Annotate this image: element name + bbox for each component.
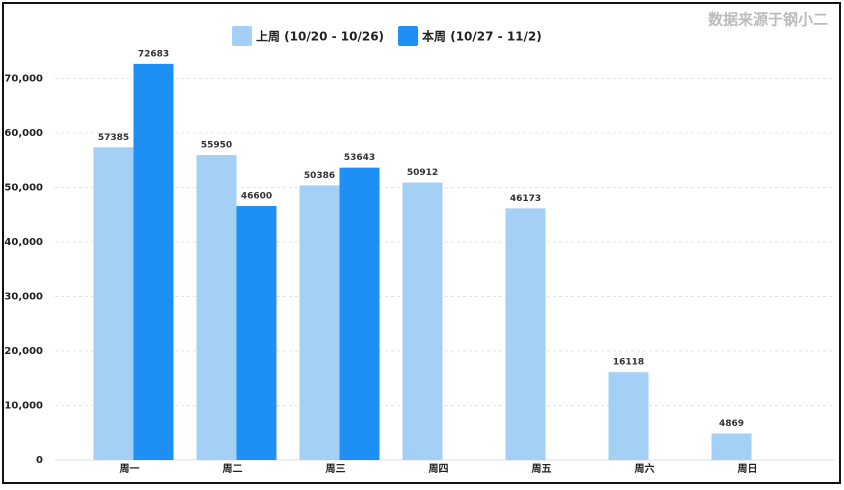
bar <box>402 182 443 460</box>
value-label: 53643 <box>344 153 375 163</box>
bar <box>196 155 237 460</box>
x-tick-label: 周六 <box>635 462 655 475</box>
value-label: 46600 <box>241 192 272 202</box>
value-label: 55950 <box>201 141 232 151</box>
legend-label: 上周 (10/20 - 10/26) <box>256 29 384 44</box>
value-label: 50912 <box>407 168 438 178</box>
bar <box>711 433 752 460</box>
y-tick-label: 50,000 <box>4 183 43 194</box>
x-tick-label: 周五 <box>532 463 552 475</box>
bar <box>608 372 649 460</box>
bar <box>236 206 277 460</box>
value-label: 57385 <box>98 133 129 143</box>
y-tick-label: 10,000 <box>4 401 43 412</box>
y-tick-label: 30,000 <box>4 292 43 303</box>
legend-swatch <box>398 26 419 46</box>
value-label: 4869 <box>719 419 744 429</box>
y-tick-label: 60,000 <box>4 128 43 139</box>
legend-label: 本周 (10/27 - 11/2) <box>422 29 542 44</box>
y-tick-label: 0 <box>36 455 43 466</box>
legend-swatch <box>232 26 252 46</box>
x-tick-label: 周日 <box>738 463 758 475</box>
bar <box>93 147 134 460</box>
bar <box>505 208 546 460</box>
value-label: 16118 <box>613 358 644 368</box>
value-label: 50386 <box>304 171 335 181</box>
bar <box>299 185 340 460</box>
y-tick-label: 70,000 <box>4 74 43 85</box>
y-tick-label: 40,000 <box>4 237 43 248</box>
bar <box>339 167 380 461</box>
value-label: 46173 <box>510 194 541 204</box>
x-tick-label: 周二 <box>223 463 243 475</box>
x-tick-label: 周四 <box>429 463 449 475</box>
bar <box>133 63 174 460</box>
value-label: 72683 <box>138 49 169 59</box>
source-note: 数据来源于钢小二 <box>708 11 828 29</box>
x-tick-label: 周三 <box>326 463 346 475</box>
x-tick-label: 周一 <box>120 463 140 475</box>
y-tick-label: 20,000 <box>4 346 43 357</box>
